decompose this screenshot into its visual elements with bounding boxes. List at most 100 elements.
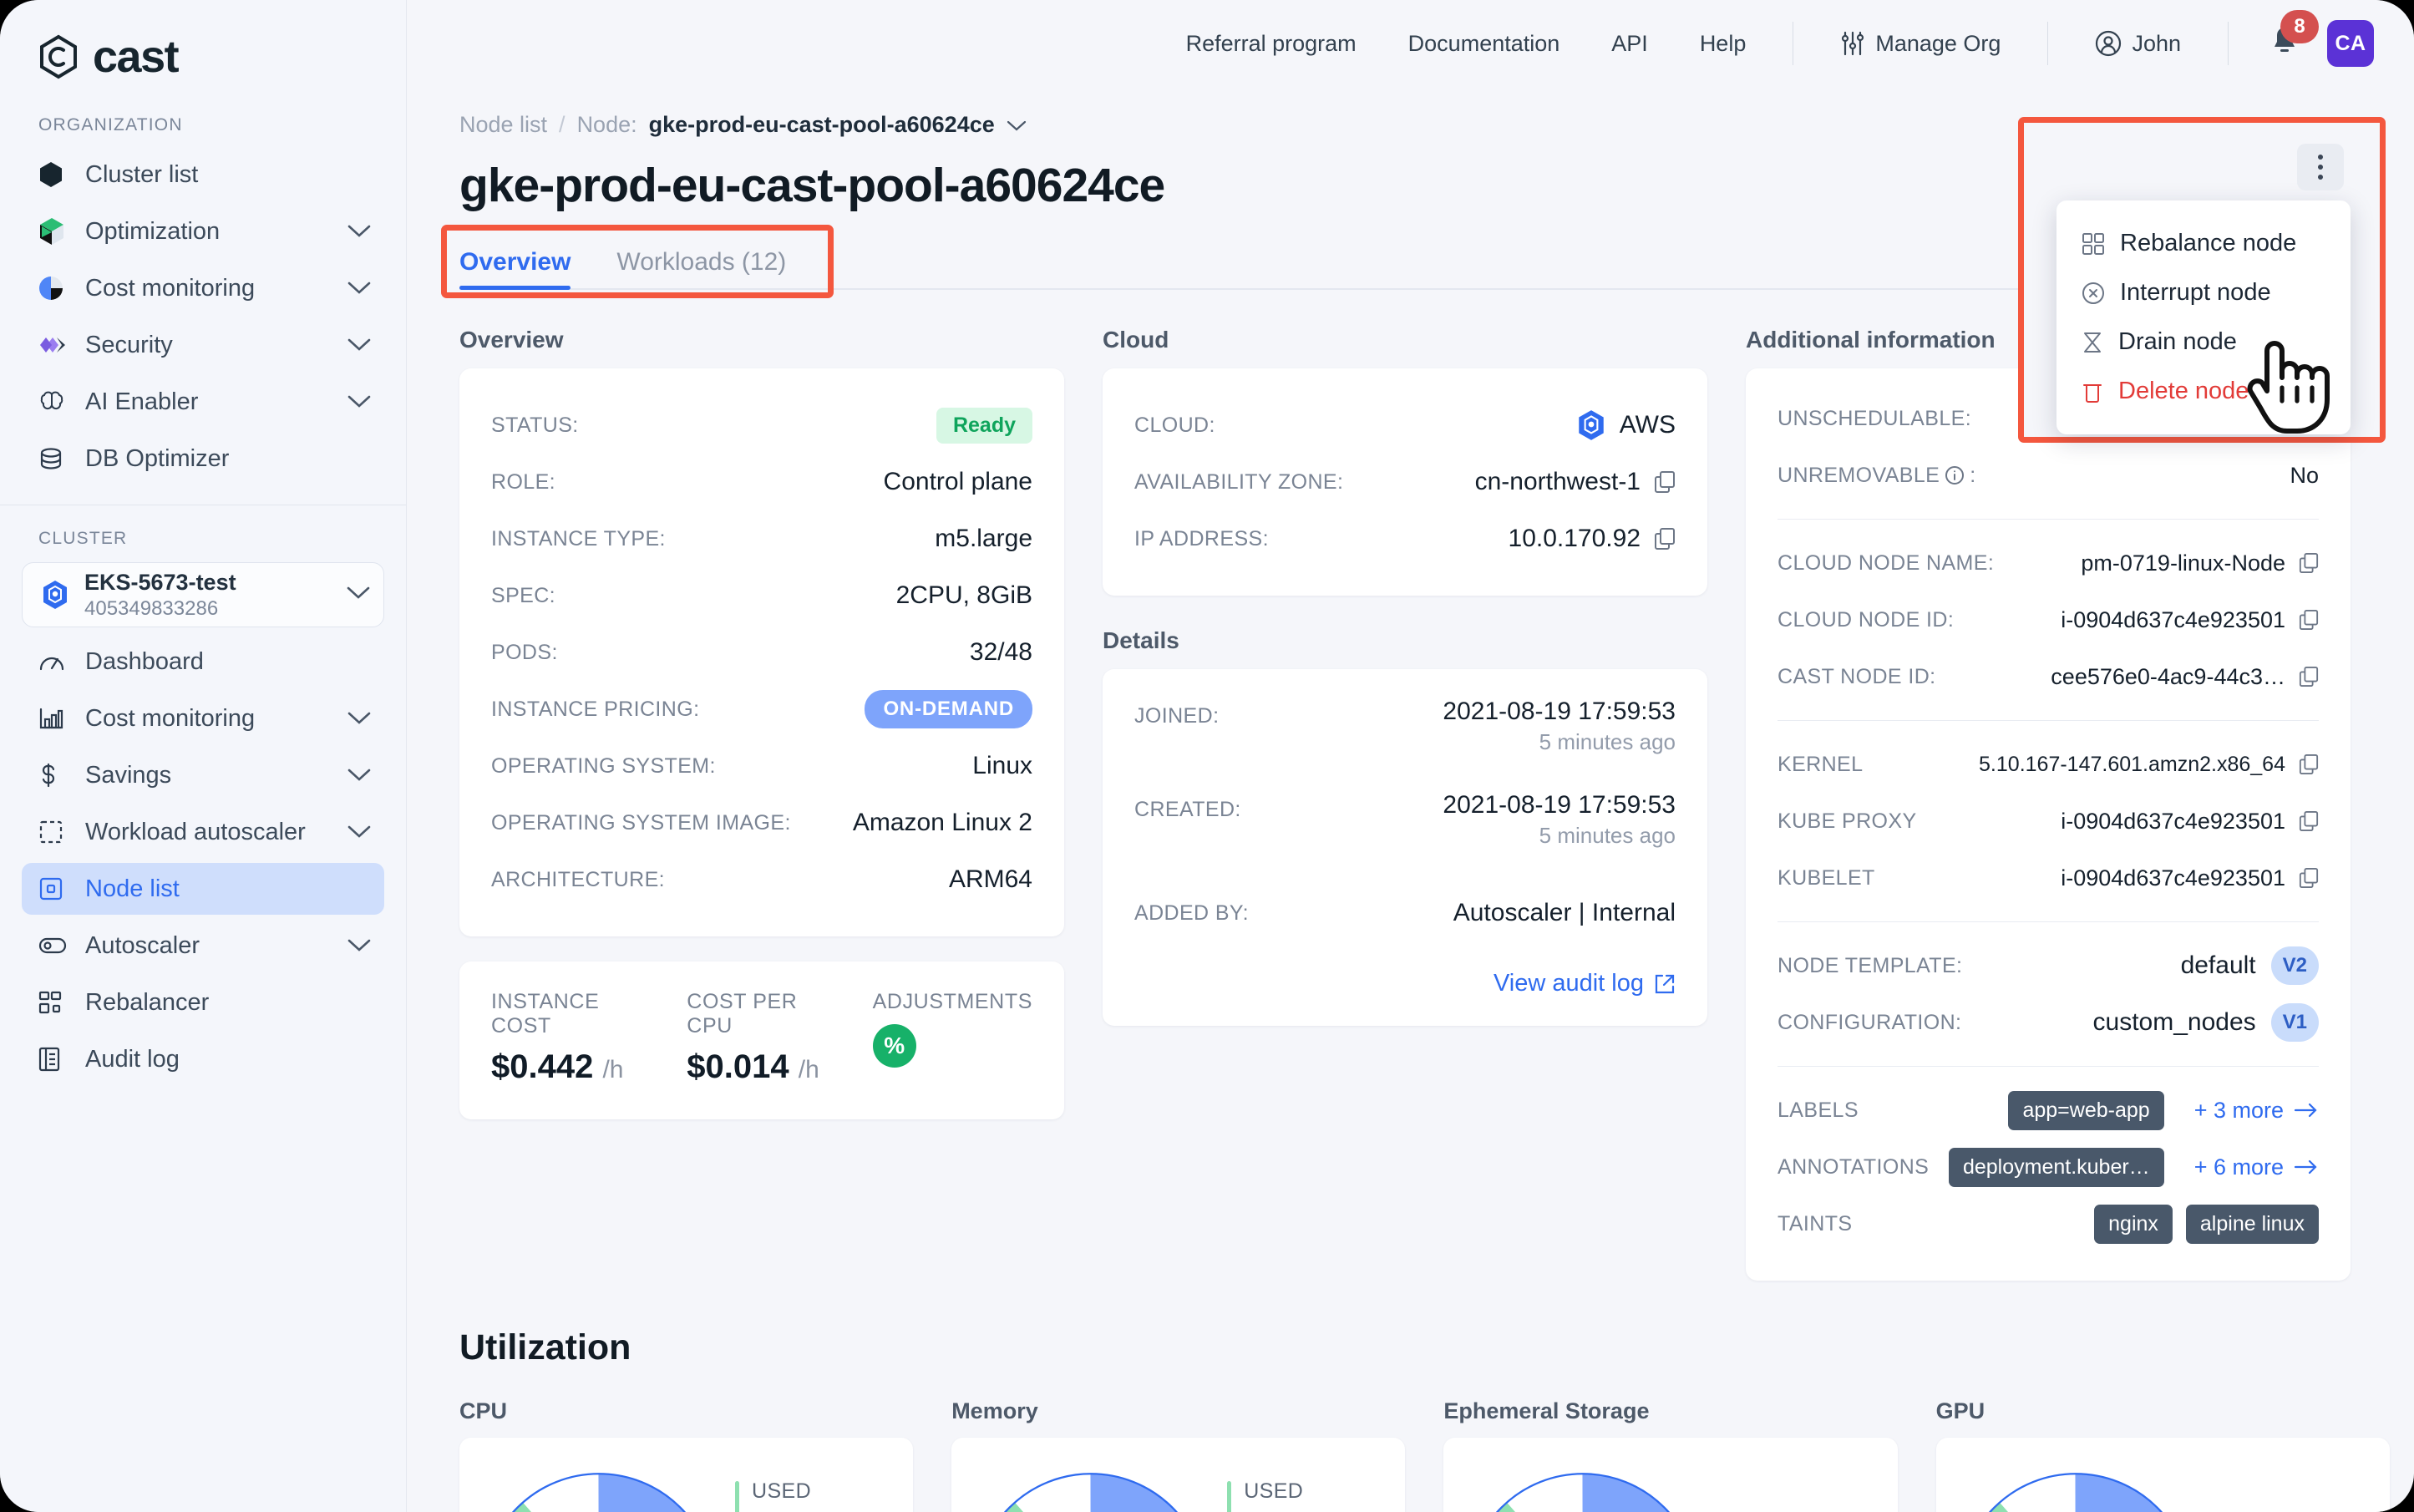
cluster-name: EKS-5673-test (84, 569, 236, 595)
sidebar-item-savings[interactable]: Savings (22, 749, 384, 801)
brand-logo[interactable]: cast (0, 0, 406, 80)
sidebar-item-audit-log[interactable]: Audit log (22, 1033, 384, 1085)
sidebar-item-cost-monitoring-org[interactable]: Cost monitoring (22, 262, 384, 314)
circle-x-icon (2082, 282, 2104, 304)
manage-org-button[interactable]: Manage Org (1840, 31, 2001, 57)
copy-icon[interactable] (2299, 867, 2319, 889)
page-title: gke-prod-eu-cast-pool-a60624ce (459, 159, 1165, 212)
cube-icon (38, 217, 74, 246)
metric-value: $0.014 /h (687, 1048, 820, 1086)
donut-svg (1960, 1473, 2191, 1512)
cloud-card: CLOUD: AWS AVAILABILITY ZONE: (1103, 368, 1707, 596)
chevron-down-icon[interactable] (347, 332, 371, 359)
sidebar-item-label: AI Enabler (85, 388, 199, 415)
chevron-down-icon[interactable] (347, 218, 371, 246)
sidebar-item-ai-enabler[interactable]: AI Enabler (22, 376, 384, 428)
labels-more-link[interactable]: + 3 more (2194, 1098, 2319, 1124)
chevron-down-icon[interactable] (347, 932, 371, 960)
details-row-created: CREATED: 2021-08-19 17:59:53 5 minutes a… (1134, 791, 1676, 885)
row-value: Autoscaler | Internal (1453, 899, 1676, 926)
row-value: cn-northwest-1 (1474, 468, 1641, 495)
row-subvalue: 5 minutes ago (1539, 729, 1676, 754)
info-icon[interactable] (1945, 465, 1965, 485)
notifications-button[interactable]: 8 (2267, 9, 2319, 64)
annotations-more-link[interactable]: + 6 more (2194, 1154, 2319, 1180)
menu-item-drain-node[interactable]: Drain node (2056, 317, 2351, 367)
overview-row-instance-pricing: INSTANCE PRICING: ON-DEMAND (491, 681, 1032, 738)
chevron-down-icon[interactable] (347, 819, 371, 846)
sidebar-item-label: DB Optimizer (85, 444, 230, 472)
avatar[interactable]: CA (2327, 20, 2374, 67)
breadcrumb-root[interactable]: Node list (459, 112, 548, 137)
overview-column: Overview STATUS: Ready ROLE: Control pla… (459, 327, 1064, 1281)
top-link-referral-program[interactable]: Referral program (1185, 30, 1357, 56)
sidebar-item-cost-monitoring[interactable]: Cost monitoring (22, 693, 384, 744)
metric-label: INSTANCE COST (491, 990, 600, 1038)
sidebar-item-rebalancer[interactable]: Rebalancer (22, 977, 384, 1028)
sidebar-item-db-optimizer[interactable]: DB Optimizer (22, 433, 384, 485)
row-value: Amazon Linux 2 (852, 809, 1032, 836)
copy-icon[interactable] (2299, 753, 2319, 775)
sidebar-item-label: Savings (85, 761, 172, 789)
copy-icon[interactable] (2299, 666, 2319, 688)
row-key: OPERATING SYSTEM: (491, 753, 716, 778)
donut-chart: 2200 (1955, 1468, 2197, 1512)
row-value-wrap: i-0904d637c4e923501 (2061, 607, 2319, 633)
row-value-wrap: pm-0719-linux-Node (2081, 551, 2319, 576)
chevron-down-icon[interactable] (347, 762, 371, 789)
sidebar-item-cluster-list[interactable]: Cluster list (22, 149, 384, 200)
details-row-added-by: ADDED BY: Autoscaler | Internal (1134, 885, 1676, 941)
sidebar-item-autoscaler[interactable]: Autoscaler (22, 920, 384, 972)
metric-value: $0.442 /h (491, 1048, 635, 1086)
menu-item-interrupt-node[interactable]: Interrupt node (2056, 268, 2351, 317)
metric-amount: $0.014 (687, 1048, 789, 1085)
top-link-documentation[interactable]: Documentation (1407, 30, 1560, 56)
additional-row-node-template: NODE TEMPLATE: default V2 (1778, 937, 2319, 994)
sidebar-item-node-list[interactable]: Node list (22, 863, 384, 915)
sidebar-item-security[interactable]: Security (22, 319, 384, 371)
menu-item-delete-node[interactable]: Delete node (2056, 367, 2351, 416)
top-link-api[interactable]: API (1611, 30, 1648, 56)
tab-workloads[interactable]: Workloads (12) (616, 248, 787, 276)
copy-icon[interactable] (2299, 810, 2319, 832)
chevron-down-icon[interactable] (1007, 112, 1027, 138)
notification-count-badge: 8 (2280, 9, 2319, 43)
copy-icon[interactable] (2299, 609, 2319, 631)
overview-row-status: STATUS: Ready (491, 397, 1032, 454)
additional-row-taints: TAINTS nginx alpine linux (1778, 1195, 2319, 1252)
chevron-down-icon[interactable] (347, 275, 371, 302)
node-actions-button[interactable] (2297, 144, 2344, 190)
cluster-selector[interactable]: EKS-5673-test 405349833286 (22, 562, 384, 627)
top-navigation-bar: Referral program Documentation API Help … (407, 0, 2414, 87)
copy-icon[interactable] (1654, 527, 1676, 551)
chevron-down-icon[interactable] (347, 388, 371, 416)
top-link-help[interactable]: Help (1699, 30, 1747, 56)
copy-icon[interactable] (2299, 552, 2319, 574)
menu-item-rebalance-node[interactable]: Rebalance node (2056, 219, 2351, 268)
view-audit-log-link[interactable]: View audit log (1134, 970, 1676, 997)
breadcrumb-node-name[interactable]: gke-prod-eu-cast-pool-a60624ce (648, 112, 995, 137)
grid-icon (2082, 232, 2104, 255)
row-value-wrap: 2021-08-19 17:59:53 5 minutes ago (1443, 698, 1676, 755)
sidebar-item-optimization[interactable]: Optimization (22, 205, 384, 257)
row-key: CLOUD: (1134, 413, 1215, 437)
row-key: NODE TEMPLATE: (1778, 953, 1963, 977)
row-value-wrap: app=web-app + 3 more (2008, 1090, 2319, 1130)
tab-overview[interactable]: Overview (459, 248, 571, 290)
overview-row-architecture: ARCHITECTURE: ARM64 (491, 851, 1032, 908)
chevron-down-icon[interactable] (347, 586, 370, 605)
label-tag: app=web-app (2008, 1090, 2164, 1130)
divider (1778, 1066, 2319, 1067)
donut-chart: 2200 (970, 1468, 1212, 1512)
version-badge: V2 (2270, 946, 2319, 985)
utilization-card-title: CPU (459, 1398, 508, 1423)
user-menu-button[interactable]: John (2095, 30, 2181, 57)
copy-icon[interactable] (1654, 470, 1676, 494)
sidebar-item-label: Dashboard (85, 647, 204, 675)
sidebar-item-dashboard[interactable]: Dashboard (22, 636, 384, 688)
donut-legend: USED 1449 19% REQUESTED 401.89 70% (735, 1468, 885, 1512)
row-key: ARCHITECTURE: (491, 867, 665, 891)
chevron-down-icon[interactable] (347, 705, 371, 733)
sidebar-item-workload-autoscaler[interactable]: Workload autoscaler (22, 806, 384, 858)
